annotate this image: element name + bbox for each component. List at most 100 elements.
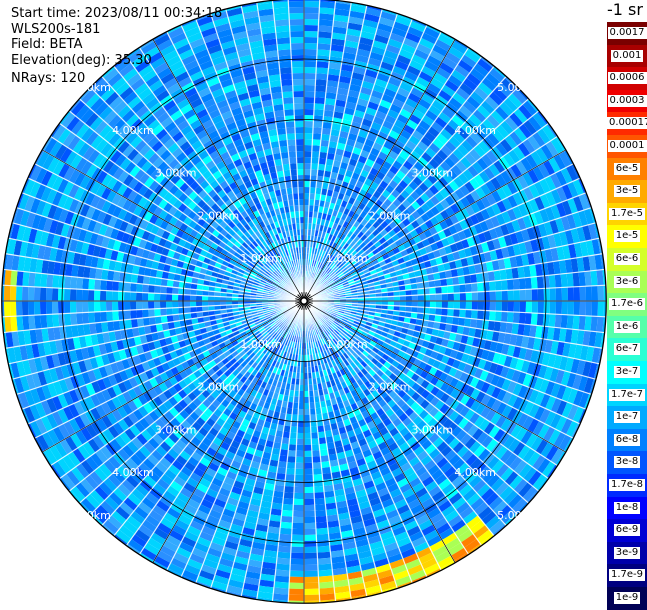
backscatter-cell — [477, 448, 491, 462]
backscatter-cell — [555, 301, 562, 315]
backscatter-cell — [339, 226, 346, 234]
backscatter-cell — [339, 264, 346, 271]
backscatter-cell — [335, 342, 342, 350]
backscatter-cell — [437, 176, 449, 188]
backscatter-cell — [475, 379, 485, 391]
backscatter-cell — [448, 410, 460, 422]
backscatter-cell — [285, 413, 293, 421]
backscatter-cell — [304, 187, 310, 194]
backscatter-cell — [374, 481, 387, 492]
backscatter-cell — [353, 166, 363, 175]
backscatter-cell — [600, 332, 605, 349]
backscatter-cell — [453, 369, 463, 380]
backscatter-cell — [444, 79, 460, 93]
backscatter-cell — [435, 256, 444, 266]
backscatter-cell — [495, 376, 506, 389]
backscatter-cell — [423, 260, 432, 269]
backscatter-cell — [362, 268, 370, 275]
backscatter-cell — [332, 257, 338, 264]
backscatter-cell — [328, 326, 334, 333]
backscatter-cell — [429, 307, 436, 315]
backscatter-cell — [532, 337, 542, 351]
backscatter-cell — [342, 220, 349, 229]
backscatter-cell — [465, 205, 476, 217]
backscatter-cell — [289, 432, 298, 439]
backscatter-cell — [449, 191, 460, 203]
backscatter-cell — [447, 119, 461, 132]
backscatter-cell — [368, 330, 376, 337]
backscatter-cell — [300, 360, 304, 367]
backscatter-cell — [521, 335, 530, 349]
backscatter-cell — [515, 254, 524, 268]
backscatter-cell — [373, 262, 381, 270]
backscatter-cell — [475, 199, 486, 212]
backscatter-cell — [356, 370, 365, 379]
backscatter-cell — [326, 405, 334, 413]
backscatter-cell — [321, 412, 329, 420]
backscatter-cell — [464, 181, 476, 194]
backscatter-cell — [34, 301, 41, 316]
backscatter-cell — [58, 275, 66, 289]
backscatter-cell — [361, 350, 370, 358]
backscatter-cell — [495, 213, 506, 226]
backscatter-cell — [496, 200, 507, 214]
backscatter-cell — [429, 335, 438, 344]
backscatter-cell — [428, 142, 441, 154]
backscatter-cell — [315, 334, 320, 341]
backscatter-cell — [370, 357, 379, 366]
backscatter-cell — [388, 427, 400, 437]
backscatter-cell — [343, 283, 350, 289]
backscatter-cell — [418, 470, 431, 483]
backscatter-cell — [376, 369, 385, 378]
backscatter-cell — [462, 326, 470, 336]
backscatter-cell — [485, 438, 499, 453]
backscatter-cell — [325, 349, 332, 356]
backscatter-cell — [379, 365, 388, 374]
backscatter-cell — [499, 485, 514, 501]
backscatter-cell — [331, 561, 347, 570]
backscatter-cell — [351, 172, 361, 181]
backscatter-cell — [304, 49, 318, 56]
backscatter-cell — [304, 510, 316, 517]
backscatter-cell — [345, 245, 353, 252]
backscatter-cell — [381, 93, 395, 104]
backscatter-cell — [389, 103, 403, 114]
backscatter-cell — [469, 245, 478, 256]
backscatter-cell — [506, 181, 518, 195]
backscatter-cell — [430, 242, 439, 252]
backscatter-cell — [485, 515, 501, 530]
backscatter-cell — [322, 121, 333, 130]
backscatter-cell — [370, 546, 386, 557]
backscatter-cell — [480, 183, 492, 196]
backscatter-cell — [473, 63, 490, 78]
backscatter-cell — [363, 13, 381, 23]
backscatter-cell — [280, 443, 289, 451]
backscatter-cell — [396, 477, 409, 489]
backscatter-cell — [528, 198, 540, 213]
backscatter-cell — [363, 213, 372, 222]
backscatter-cell — [504, 116, 519, 132]
backscatter-cell — [438, 345, 447, 355]
backscatter-cell — [518, 123, 533, 139]
backscatter-cell — [444, 347, 453, 357]
backscatter-cell — [340, 339, 347, 346]
backscatter-cell — [509, 131, 523, 146]
backscatter-cell — [349, 466, 360, 475]
backscatter-cell — [326, 80, 339, 88]
backscatter-cell — [512, 311, 520, 324]
backscatter-cell — [415, 514, 430, 526]
backscatter-cell — [439, 61, 455, 75]
backscatter-cell — [288, 389, 295, 397]
backscatter-cell — [324, 98, 336, 106]
backscatter-cell — [272, 599, 289, 603]
backscatter-cell — [493, 428, 506, 443]
backscatter-cell — [454, 552, 469, 563]
backscatter-cell — [345, 322, 353, 328]
backscatter-cell — [489, 249, 498, 262]
backscatter-cell — [381, 292, 388, 297]
backscatter-cell — [589, 378, 596, 395]
backscatter-cell — [353, 483, 366, 493]
backscatter-cell — [544, 339, 553, 354]
backscatter-cell — [464, 374, 474, 386]
backscatter-cell — [304, 103, 315, 110]
